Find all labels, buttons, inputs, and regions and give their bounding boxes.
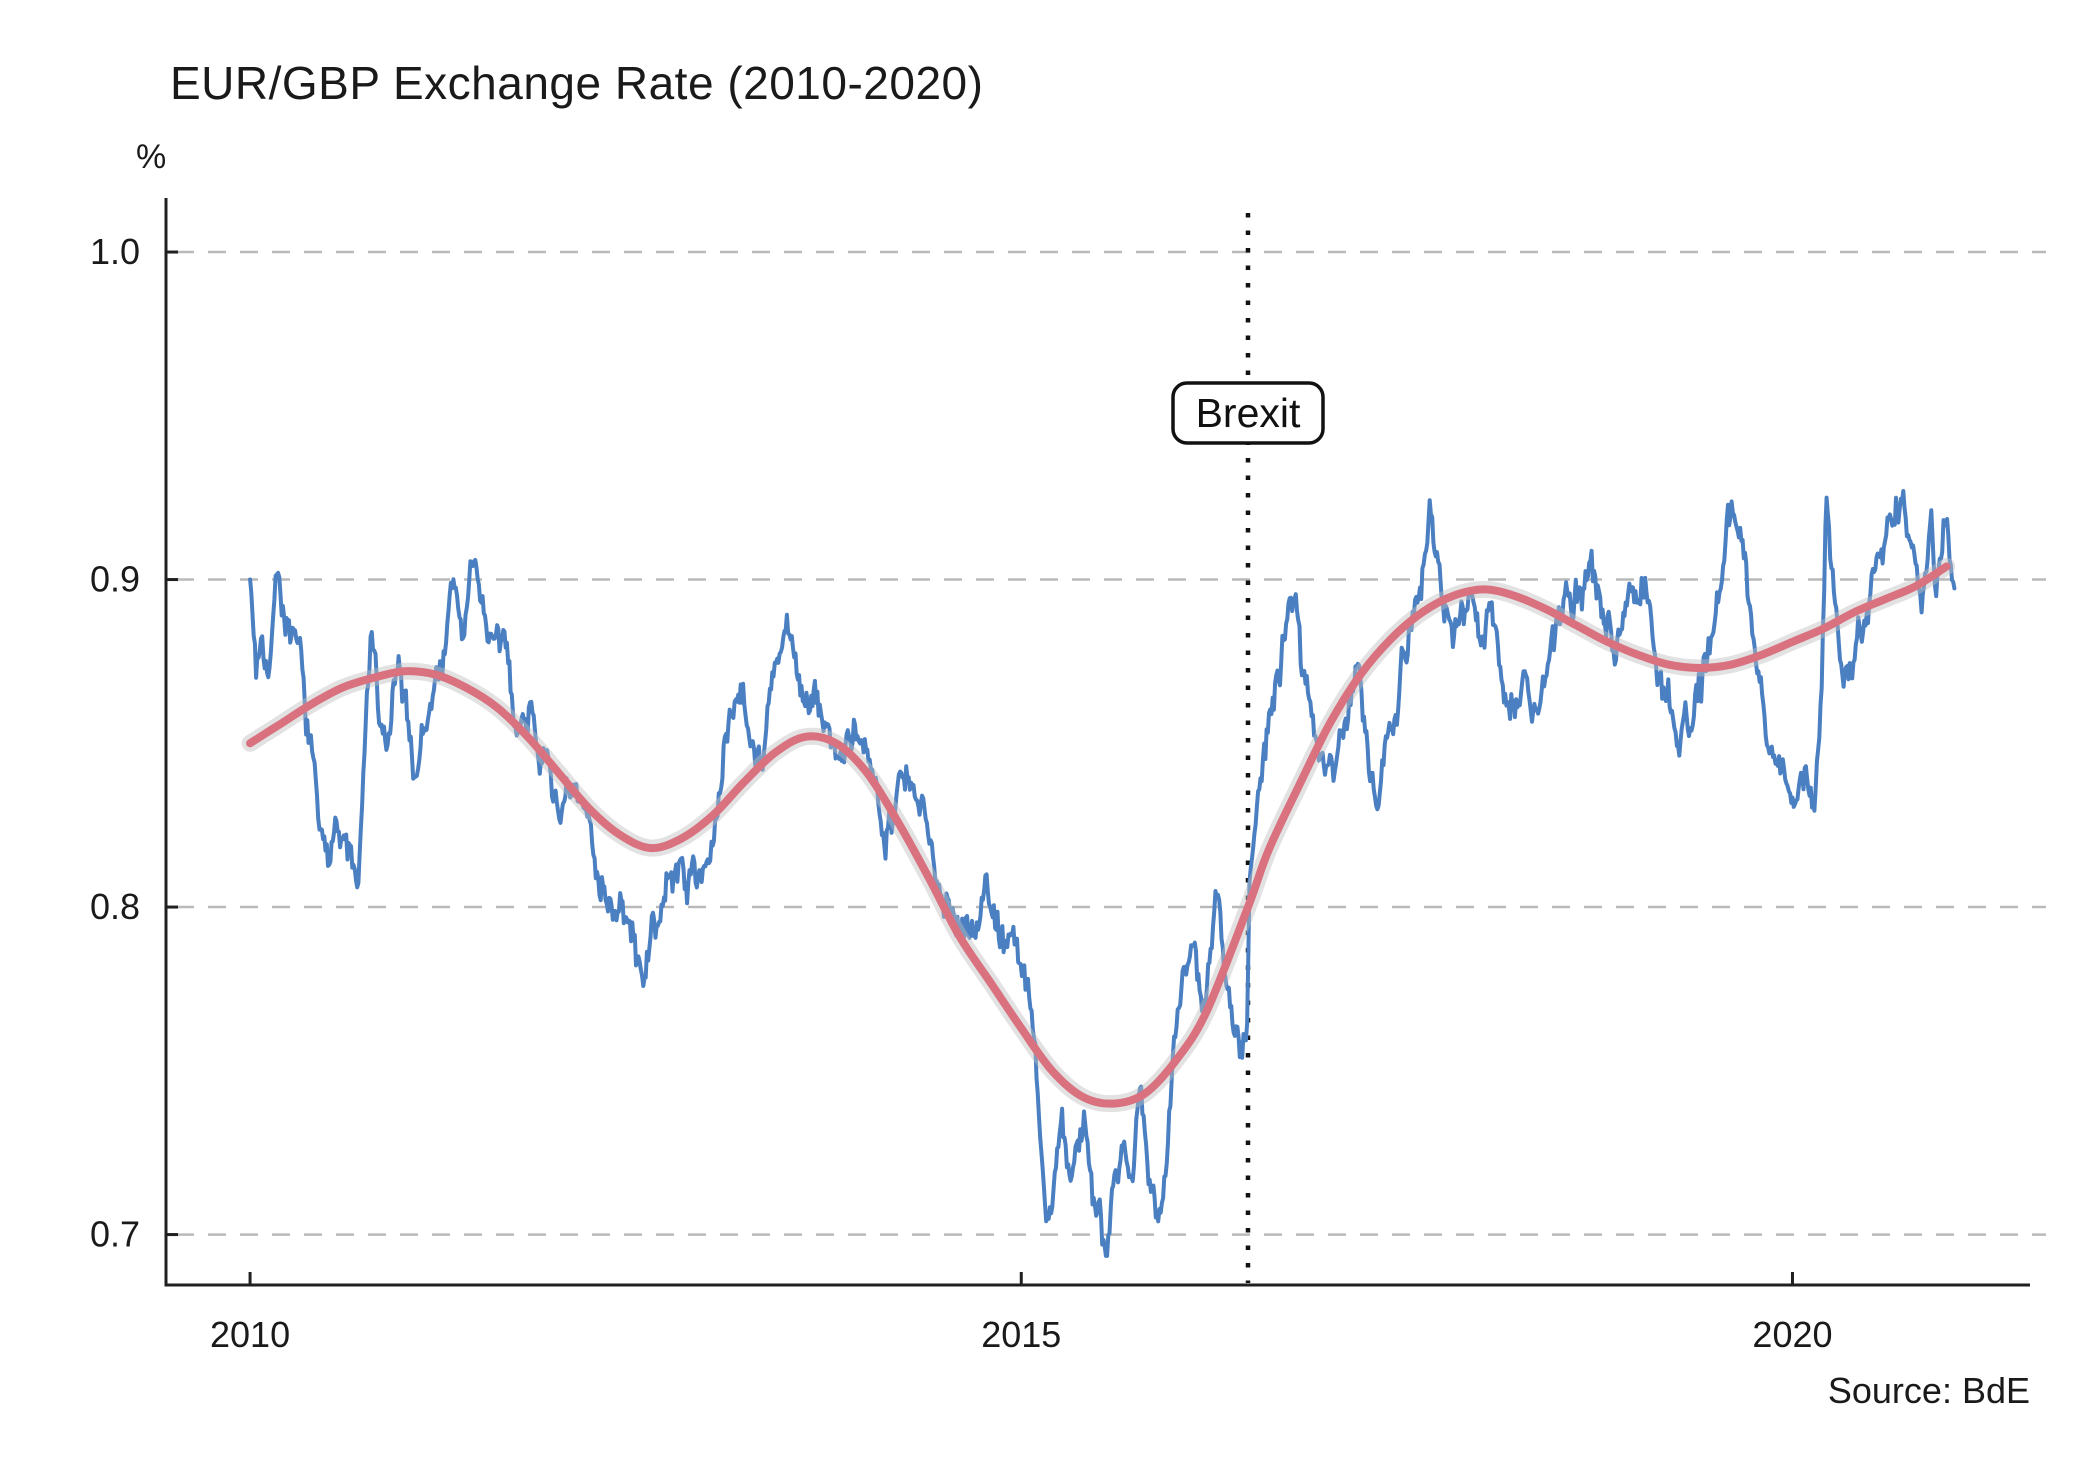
x-tick-label: 2015 [981, 1314, 1061, 1355]
x-tick-label: 2020 [1752, 1314, 1832, 1355]
chart-title: EUR/GBP Exchange Rate (2010-2020) [170, 57, 984, 109]
brexit-annotation-box [1171, 381, 1325, 445]
y-tick-label: 0.8 [90, 886, 140, 927]
y-axis-unit-label: % [136, 138, 167, 176]
y-tick-label: 0.9 [90, 559, 140, 600]
brexit-annotation-label: Brexit [1196, 390, 1301, 436]
trend-line [246, 562, 1951, 1108]
y-tick-label: 0.7 [90, 1214, 140, 1255]
source-note: Source: BdE [1827, 1370, 2030, 1411]
y-tick-label: 1.0 [90, 231, 140, 272]
x-tick-label: 2010 [210, 1314, 290, 1355]
eurgbp-rate-line [248, 489, 1957, 1258]
